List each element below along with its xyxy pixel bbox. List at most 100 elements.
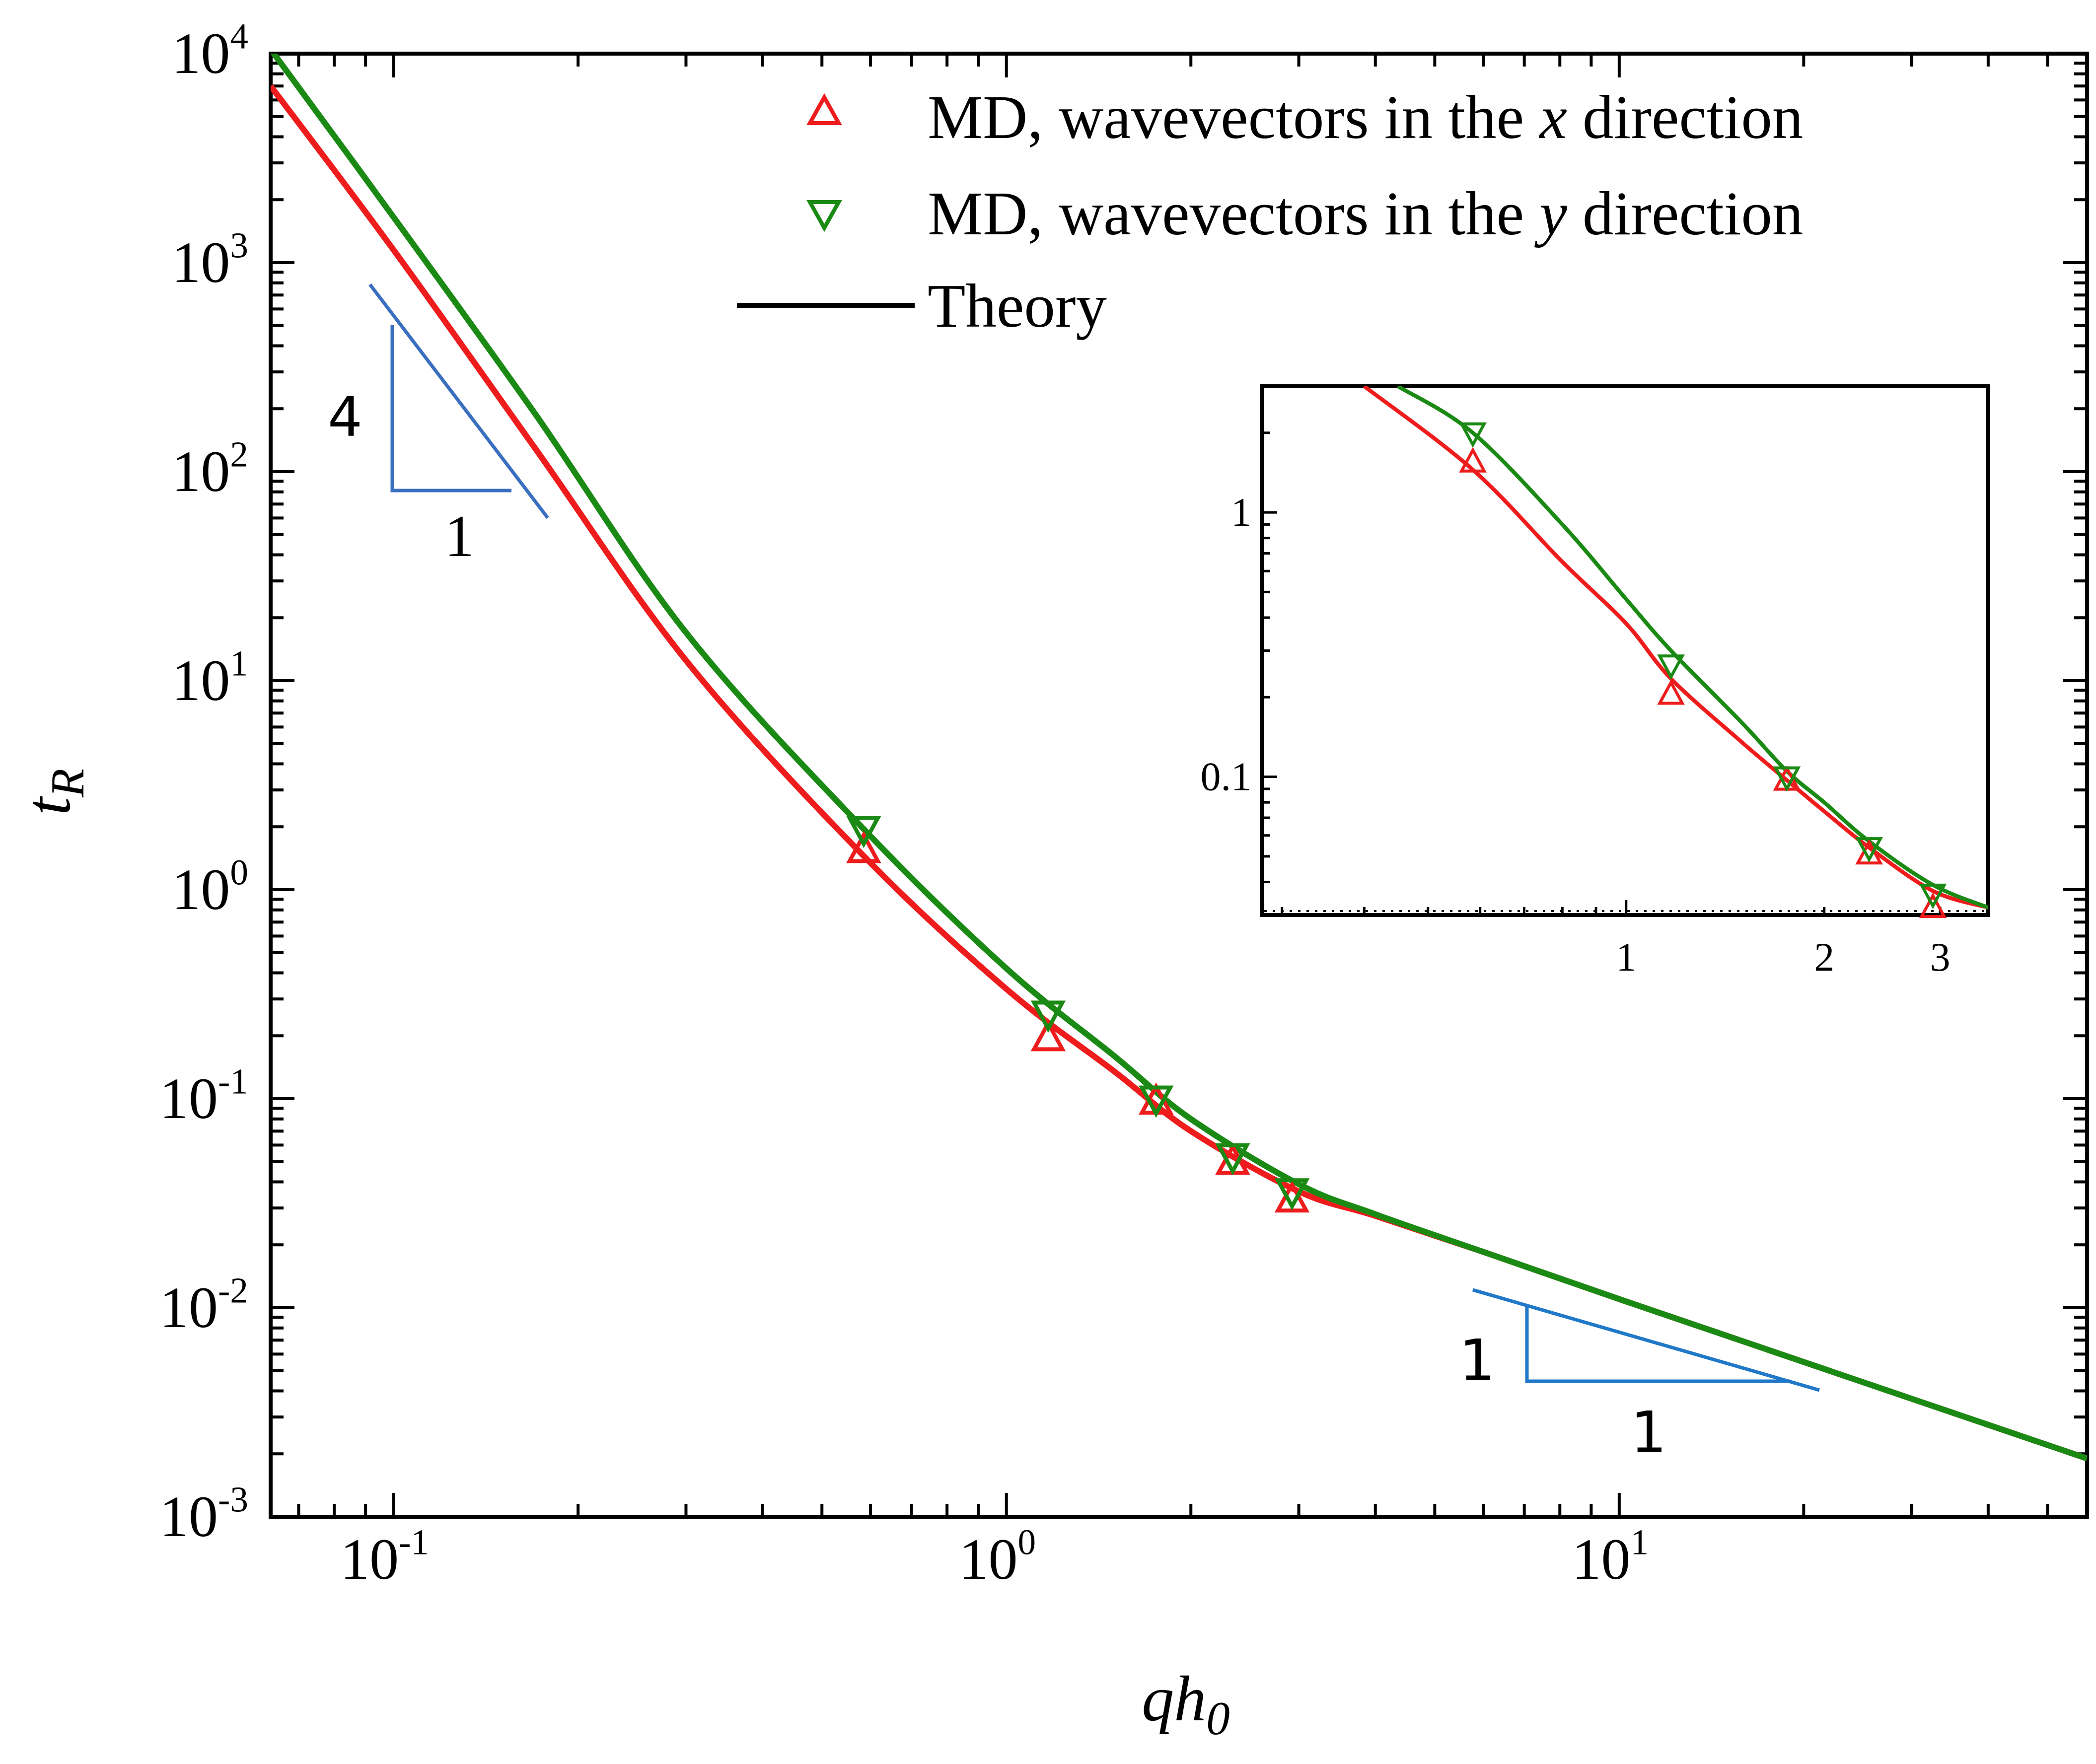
legend-item-md-y: MD, wavevectors in the y direction [806, 180, 1803, 248]
y-axis-label-main: t [12, 796, 84, 815]
x-tick-label: 10-1 [340, 1522, 429, 1592]
x-tick-label-exp: -1 [399, 1522, 429, 1562]
legend-item-theory: Theory [737, 272, 1107, 341]
marker-md-x-0 [1459, 447, 1487, 473]
slope-label-1a: 1 [444, 503, 474, 569]
marker-md-y-3 [1215, 1143, 1250, 1176]
main-markers [846, 816, 1310, 1213]
inset-curves [1363, 386, 1988, 910]
marker-md-y-1 [1030, 1000, 1066, 1033]
main-curves [271, 54, 2087, 1462]
legend-label-md-x-text: MD, wavevectors in the [928, 83, 1539, 152]
x-tick-label: 2 [1814, 934, 1834, 980]
y-tick-label-base: 10 [159, 1484, 218, 1549]
y-tick-label: 102 [171, 434, 248, 504]
x-tick-label-base: 10 [340, 1527, 399, 1592]
x-tick-label-base: 10 [1572, 1527, 1631, 1592]
y-tick-label: 103 [171, 225, 248, 295]
marker-md-y-1 [1657, 654, 1685, 680]
y-tick-label: 100 [171, 852, 248, 922]
x-tick-label: 101 [1572, 1522, 1649, 1592]
x-tick-label-base: 10 [959, 1527, 1017, 1592]
x-axis-label-sub: 0 [1206, 1692, 1230, 1745]
marker-md-y-4 [1919, 883, 1947, 910]
y-tick-label-exp: 1 [230, 643, 248, 683]
marker-md-x-1 [1657, 679, 1685, 705]
y-tick-label-base: 10 [171, 21, 230, 86]
inset-tick-labels: 1 2 3 1 0.1 [1201, 490, 1951, 980]
x-tick-label: 100 [959, 1522, 1036, 1592]
y-tick-label-exp: 4 [230, 16, 248, 56]
y-tick-label-base: 10 [171, 439, 230, 504]
slope-triangle-minus1 [1472, 1288, 1820, 1392]
series-line-2 [1363, 386, 1988, 910]
marker-md-x-1 [1030, 1019, 1066, 1052]
x-axis-label: qh0 [1142, 1663, 1230, 1745]
y-tick-label-base: 10 [159, 1275, 218, 1340]
y-tick-label-exp: 0 [230, 852, 248, 892]
marker-md-y-0 [1459, 422, 1487, 448]
slope-label-1c: 1 [1630, 1400, 1666, 1466]
slope-label-1b: 1 [1459, 1328, 1495, 1394]
legend-label-theory: Theory [928, 272, 1107, 341]
x-tick-label: 3 [1930, 934, 1951, 980]
y-tick-label-exp: -3 [218, 1479, 248, 1519]
y-tick-label-exp: 3 [230, 225, 248, 265]
y-tick-label: 0.1 [1201, 754, 1252, 799]
y-tick-label-base: 10 [171, 230, 230, 295]
inset-ticks [1262, 385, 1942, 917]
legend-label-md-x-var: x [1538, 83, 1567, 152]
y-tick-label: 10-3 [159, 1479, 248, 1549]
series-line-3 [1396, 386, 1988, 910]
y-tick-label: 1 [1231, 490, 1251, 535]
x-axis-label-main: qh [1142, 1663, 1206, 1735]
marker-md-y-2 [1773, 766, 1801, 792]
y-tick-label-base: 10 [159, 1066, 218, 1131]
y-tick-label-base: 10 [171, 857, 230, 922]
legend-label-md-x-suffix: direction [1567, 83, 1804, 152]
slope-line-minus4 [368, 283, 549, 519]
legend-label-md-y-suffix: direction [1567, 180, 1804, 248]
legend-label-md-y: MD, wavevectors in the y direction [928, 180, 1803, 248]
inset-plot-frame [1260, 384, 1990, 917]
x-tick-label: 1 [1616, 934, 1636, 980]
main-plot-frame [269, 52, 2089, 1519]
x-tick-label-exp: 1 [1631, 1522, 1649, 1562]
legend-label-md-x: MD, wavevectors in the x direction [928, 83, 1803, 152]
legend-marker-triangle-up [806, 93, 842, 125]
inset-plot: 1 2 3 1 0.1 [1201, 384, 1990, 980]
main-ticks [271, 52, 2087, 1518]
marker-md-x-4 [1274, 1180, 1310, 1213]
y-tick-label: 10-2 [159, 1270, 248, 1340]
slope-legs-minus1 [1525, 1307, 1790, 1383]
legend-label-md-y-var: y [1534, 180, 1567, 248]
slope-legs-minus4 [390, 325, 511, 493]
y-tick-label-exp: -2 [218, 1270, 248, 1310]
marker-md-y-3 [1855, 837, 1883, 863]
legend-marker-triangle-down [806, 200, 842, 232]
marker-md-y-2 [1138, 1085, 1174, 1118]
marker-md-x-0 [846, 831, 881, 863]
marker-md-x-3 [1855, 839, 1883, 865]
marker-md-y-4 [1274, 1178, 1310, 1211]
y-axis-label: tR [12, 769, 94, 815]
y-tick-label: 104 [171, 16, 248, 86]
slope-label-4: 4 [328, 385, 362, 449]
legend-label-md-y-text: MD, wavevectors in the [928, 180, 1539, 248]
y-tick-label-exp: 2 [230, 434, 248, 474]
series-line-4 [271, 54, 2087, 1462]
inset-markers [1459, 422, 1947, 918]
marker-md-y-0 [846, 816, 881, 848]
y-tick-label-base: 10 [171, 648, 230, 713]
legend-item-md-x: MD, wavevectors in the x direction [806, 83, 1803, 152]
slope-line-minus1 [1472, 1288, 1820, 1392]
y-axis-label-sub: R [41, 769, 94, 798]
slope-triangle-minus4 [368, 283, 549, 519]
y-tick-label-exp: -1 [218, 1061, 248, 1101]
y-tick-label: 10-1 [159, 1061, 248, 1131]
legend: MD, wavevectors in the x direction MD, w… [737, 83, 1803, 341]
y-tick-label: 101 [171, 643, 248, 713]
